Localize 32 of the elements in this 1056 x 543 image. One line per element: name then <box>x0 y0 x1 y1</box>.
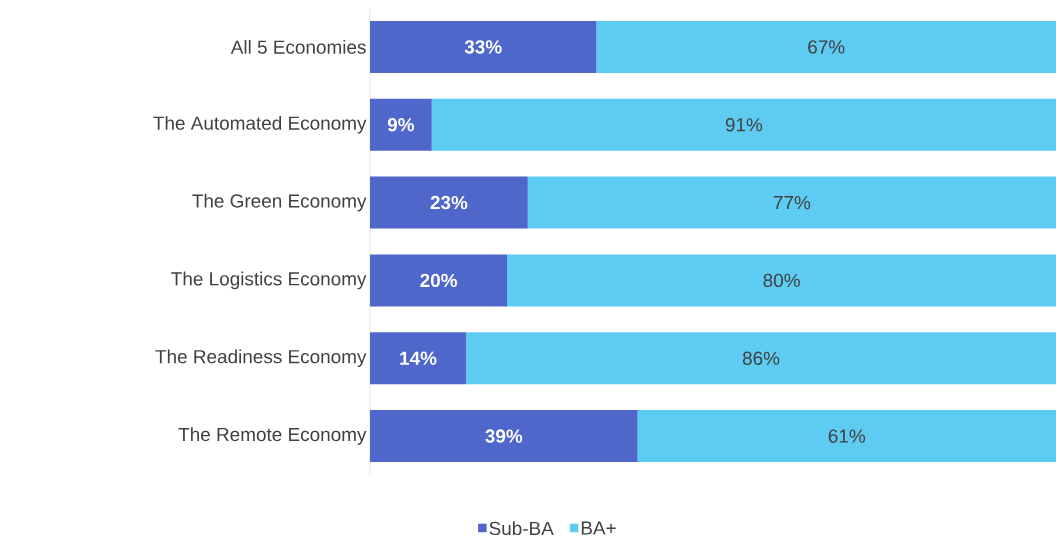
data-label: 80% <box>763 273 800 288</box>
y-tick-label: The Green Economy <box>192 193 367 212</box>
bar <box>370 332 467 385</box>
data-label: 61% <box>828 429 866 443</box>
legend-label: BA+ <box>581 521 616 535</box>
bar <box>596 20 1056 73</box>
bar <box>370 410 638 463</box>
data-label: 67% <box>808 40 845 54</box>
data-label: 14% <box>400 351 437 365</box>
data-label: 77% <box>773 195 811 210</box>
data-label: 20% <box>420 273 458 288</box>
data-label: 33% <box>464 40 502 54</box>
legend-label: Sub-BA <box>489 521 554 536</box>
y-tick-label: All 5 Economies <box>230 39 366 54</box>
data-label: 86% <box>742 351 780 365</box>
data-label: 39% <box>485 429 523 443</box>
data-label: 23% <box>430 195 468 210</box>
bar <box>370 20 597 73</box>
bar <box>370 176 528 229</box>
bar <box>507 254 1056 307</box>
bar <box>527 176 1056 229</box>
y-tick-label: The Logistics Economy <box>171 271 367 290</box>
bar <box>466 332 1056 385</box>
data-label: 91% <box>725 118 763 132</box>
bar <box>637 410 1056 463</box>
bar <box>431 98 1056 151</box>
bar <box>370 254 508 307</box>
data-label: 9% <box>387 118 415 132</box>
y-tick-label: The Automated Economy <box>153 115 367 134</box>
bar <box>370 98 432 151</box>
y-tick-label: The Readiness Economy <box>155 349 367 368</box>
y-tick-label: The Remote Economy <box>178 427 367 445</box>
